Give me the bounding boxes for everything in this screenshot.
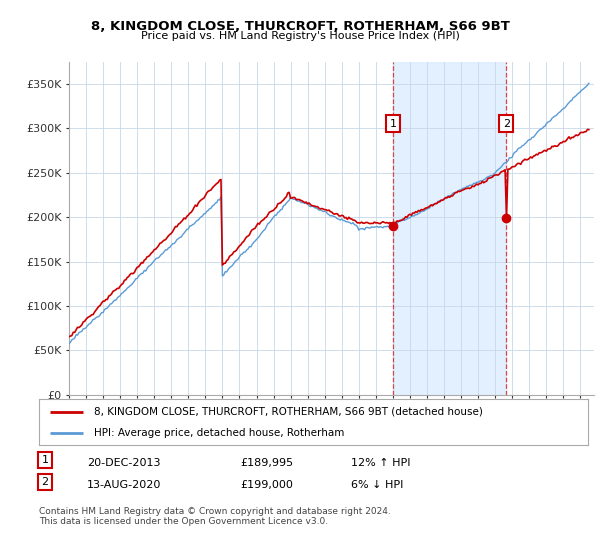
Text: Contains HM Land Registry data © Crown copyright and database right 2024.
This d: Contains HM Land Registry data © Crown c… — [39, 507, 391, 526]
Text: 8, KINGDOM CLOSE, THURCROFT, ROTHERHAM, S66 9BT: 8, KINGDOM CLOSE, THURCROFT, ROTHERHAM, … — [91, 20, 509, 32]
Text: 2: 2 — [503, 119, 510, 129]
Text: 6% ↓ HPI: 6% ↓ HPI — [351, 480, 403, 490]
Text: £199,000: £199,000 — [240, 480, 293, 490]
Text: £189,995: £189,995 — [240, 458, 293, 468]
Text: 13-AUG-2020: 13-AUG-2020 — [87, 480, 161, 490]
Text: HPI: Average price, detached house, Rotherham: HPI: Average price, detached house, Roth… — [94, 428, 344, 438]
Text: 12% ↑ HPI: 12% ↑ HPI — [351, 458, 410, 468]
Text: Price paid vs. HM Land Registry's House Price Index (HPI): Price paid vs. HM Land Registry's House … — [140, 31, 460, 41]
Text: 8, KINGDOM CLOSE, THURCROFT, ROTHERHAM, S66 9BT (detached house): 8, KINGDOM CLOSE, THURCROFT, ROTHERHAM, … — [94, 407, 483, 417]
Text: 1: 1 — [389, 119, 397, 129]
Text: 20-DEC-2013: 20-DEC-2013 — [87, 458, 161, 468]
Text: 2: 2 — [41, 477, 49, 487]
Bar — [393, 62, 506, 395]
Text: 1: 1 — [41, 455, 49, 465]
